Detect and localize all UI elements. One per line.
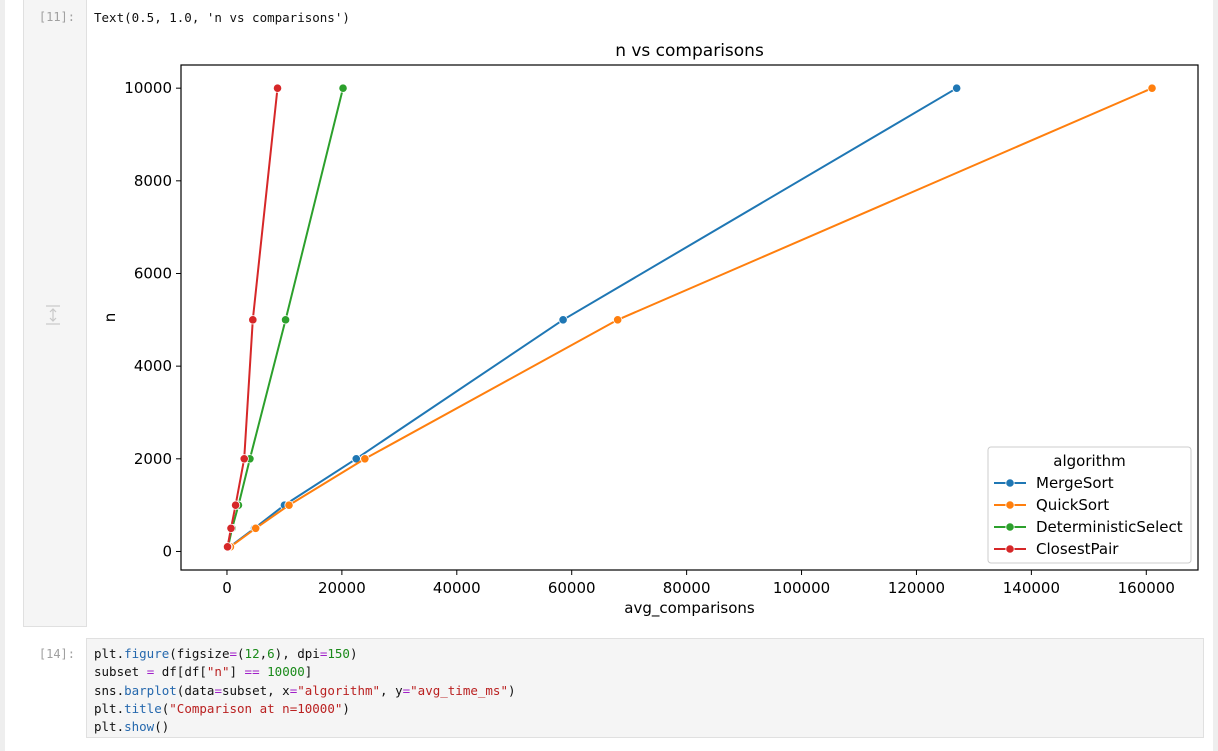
- y-tick-label: 6000: [134, 264, 172, 282]
- legend-marker-quicksort: [1005, 500, 1015, 510]
- y-tick-label: 0: [162, 542, 172, 560]
- code-line: sns.barplot(data=subset, x="algorithm", …: [94, 682, 516, 698]
- code-editor[interactable]: plt.figure(figsize=(12,6), dpi=150) subs…: [94, 645, 516, 736]
- code-line: plt.title("Comparison at n=10000"): [94, 700, 350, 716]
- data-point-closestpair: [239, 454, 249, 464]
- legend-marker-deterministicselect: [1005, 522, 1015, 532]
- legend-title: algorithm: [1053, 452, 1125, 470]
- data-point-deterministicselect: [338, 83, 348, 93]
- data-point-closestpair: [248, 315, 258, 325]
- series-line-quicksort: [229, 87, 1153, 548]
- data-point-quicksort: [1147, 83, 1157, 93]
- x-axis-label: avg_comparisons: [624, 599, 755, 618]
- data-point-quicksort: [613, 315, 623, 325]
- code-cell[interactable]: plt.figure(figsize=(12,6), dpi=150) subs…: [86, 638, 1204, 738]
- legend-label-quicksort: QuickSort: [1036, 496, 1109, 514]
- x-tick-label: 0: [222, 579, 232, 597]
- x-tick-label: 80000: [663, 579, 711, 597]
- data-point-closestpair: [226, 523, 236, 533]
- collapse-output-icon[interactable]: [43, 303, 63, 327]
- output-text: Text(0.5, 1.0, 'n vs comparisons'): [94, 10, 350, 25]
- code-prompt: [14]:: [38, 647, 75, 661]
- output-prompt: [11]:: [38, 10, 75, 24]
- legend-marker-mergesort: [1005, 478, 1015, 488]
- legend-label-deterministicselect: DeterministicSelect: [1036, 518, 1183, 536]
- x-tick-label: 160000: [1118, 579, 1175, 597]
- code-line: plt.show(): [94, 719, 170, 735]
- x-tick-label: 120000: [888, 579, 945, 597]
- code-line: subset = df[df["n"] == 10000]: [94, 664, 313, 680]
- legend-box: [987, 446, 1192, 564]
- x-tick-label: 40000: [433, 579, 481, 597]
- data-point-closestpair: [222, 542, 233, 552]
- code-line: plt.figure(figsize=(12,6), dpi=150): [94, 646, 358, 661]
- x-tick-label: 100000: [773, 579, 830, 597]
- data-point-quicksort: [360, 454, 370, 464]
- data-point-mergesort: [558, 315, 568, 325]
- legend-label-mergesort: MergeSort: [1036, 474, 1114, 492]
- chart-title: n vs comparisons: [615, 41, 764, 61]
- x-tick-label: 140000: [1003, 579, 1060, 597]
- notebook: [11]: Text(0.5, 1.0, 'n vs comparisons')…: [5, 0, 1213, 751]
- legend-label-closestpair: ClosestPair: [1036, 540, 1119, 558]
- data-point-mergesort: [952, 83, 962, 93]
- y-tick-label: 4000: [134, 357, 172, 375]
- legend-marker-closestpair: [1005, 544, 1015, 554]
- y-tick-label: 2000: [134, 450, 172, 468]
- y-axis-label: n: [101, 313, 119, 323]
- output-gutter[interactable]: [23, 0, 87, 627]
- data-point-closestpair: [272, 83, 283, 93]
- x-tick-label: 60000: [548, 579, 596, 597]
- data-point-quicksort: [284, 500, 294, 510]
- data-point-deterministicselect: [280, 315, 291, 325]
- data-point-quicksort: [251, 523, 261, 533]
- y-tick-label: 10000: [124, 79, 172, 97]
- data-point-closestpair: [230, 500, 241, 510]
- y-tick-label: 8000: [134, 172, 172, 190]
- x-tick-label: 20000: [318, 579, 366, 597]
